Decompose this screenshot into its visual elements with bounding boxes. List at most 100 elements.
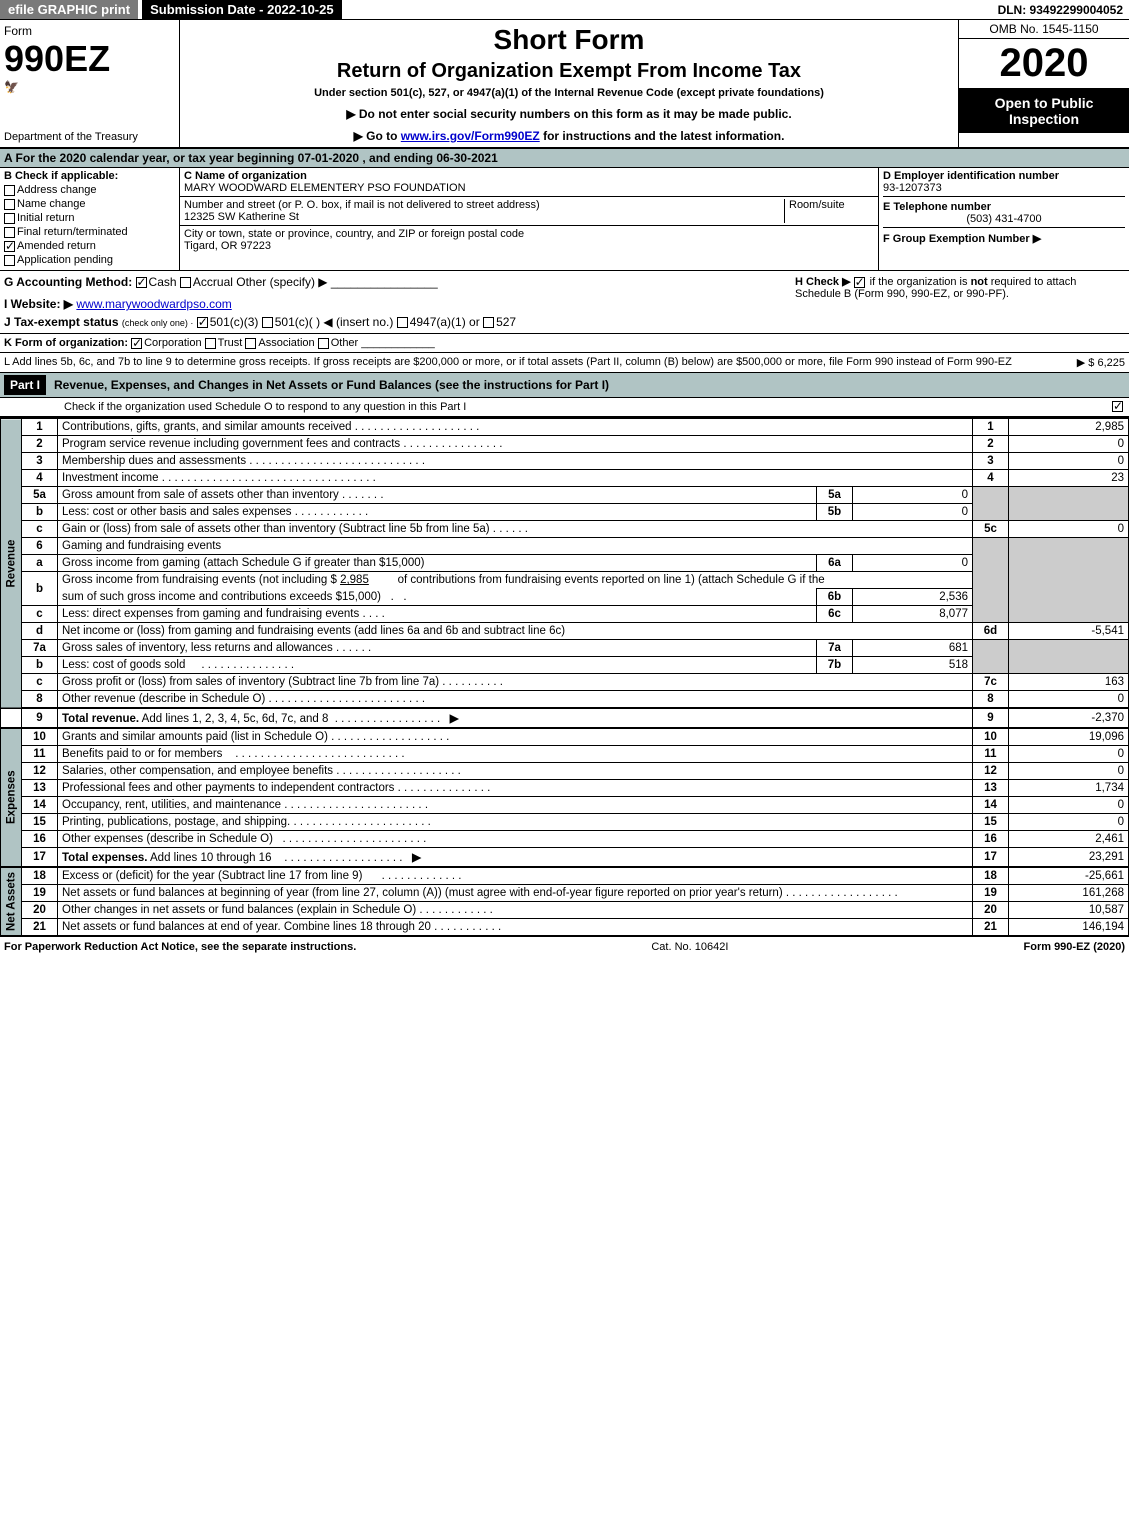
part-1-title: Revenue, Expenses, and Changes in Net As… [54,378,1125,392]
ein-value: 93-1207373 [883,182,942,194]
opt-trust: Trust [218,337,243,349]
line-21-desc: Net assets or fund balances at end of ye… [58,919,973,937]
line-7b-num: b [22,657,58,674]
line-10-num: 10 [22,728,58,746]
line-7ab-shade-amt [1009,640,1129,674]
section-h: H Check ▶ if the organization is not req… [795,275,1125,329]
dept-label: Department of the Treasury [4,131,175,143]
line-6b-sub: 6b [817,589,853,606]
line-6b-subamt: 2,536 [853,589,973,606]
line-12-num: 12 [22,763,58,780]
check-4947[interactable] [397,317,408,328]
line-20-desc: Other changes in net assets or fund bala… [58,902,973,919]
line-16-amount: 2,461 [1009,831,1129,848]
check-schedule-o[interactable] [1112,401,1123,412]
line-5ab-shade [973,487,1009,521]
line-6a-desc: Gross income from gaming (attach Schedul… [58,555,817,572]
line-12-amount: 0 [1009,763,1129,780]
check-final-return[interactable]: Final return/terminated [4,226,175,238]
check-application-pending[interactable]: Application pending [4,254,175,266]
check-association[interactable] [245,338,256,349]
line-4-ln: 4 [973,470,1009,487]
line-3-amount: 0 [1009,453,1129,470]
check-trust[interactable] [205,338,216,349]
top-bar: efile GRAPHIC print Submission Date - 20… [0,0,1129,20]
line-6a-num: a [22,555,58,572]
line-14-amount: 0 [1009,797,1129,814]
line-14-desc: Occupancy, rent, utilities, and maintena… [58,797,973,814]
line-11-num: 11 [22,746,58,763]
street-value: 12325 SW Katherine St [184,211,299,223]
section-b: B Check if applicable: Address change Na… [0,168,180,270]
line-6a-subamt: 0 [853,555,973,572]
part-1-table: Revenue 1 Contributions, gifts, grants, … [0,418,1129,937]
footer-cat-no: Cat. No. 10642I [356,941,1023,953]
line-7b-subamt: 518 [853,657,973,674]
under-section-note: Under section 501(c), 527, or 4947(a)(1)… [188,87,950,99]
line-18-num: 18 [22,867,58,885]
check-label: Address change [17,184,97,196]
check-cash[interactable] [136,277,147,288]
irs-link[interactable]: www.irs.gov/Form990EZ [401,129,540,143]
ein-label: D Employer identification number [883,170,1059,182]
website-link[interactable]: www.marywoodwardpso.com [76,297,231,311]
line-5a-subamt: 0 [853,487,973,504]
check-initial-return[interactable]: Initial return [4,212,175,224]
accounting-label: G Accounting Method: [4,275,132,289]
line-16-ln: 16 [973,831,1009,848]
check-schedule-b[interactable] [854,277,865,288]
line-10-ln: 10 [973,728,1009,746]
section-c: C Name of organization MARY WOODWARD ELE… [180,168,879,270]
opt-other: Other [331,337,359,349]
opt-corporation: Corporation [144,337,201,349]
phone-label: E Telephone number [883,201,991,213]
line-6-desc: Gaming and fundraising events [58,538,973,555]
line-10-desc: Grants and similar amounts paid (list in… [58,728,973,746]
line-5ab-shade-amt [1009,487,1129,521]
check-name-change[interactable]: Name change [4,198,175,210]
line-1-ln: 1 [973,419,1009,436]
opt-association: Association [258,337,314,349]
group-exemption-label: F Group Exemption Number ▶ [883,233,1041,245]
check-501c[interactable] [262,317,273,328]
line-14-ln: 14 [973,797,1009,814]
city-label: City or town, state or province, country… [184,228,524,240]
check-corporation[interactable] [131,338,142,349]
header-center: Short Form Return of Organization Exempt… [180,20,959,147]
block-bcd: B Check if applicable: Address change Na… [0,168,1129,271]
line-13-amount: 1,734 [1009,780,1129,797]
line-8-amount: 0 [1009,691,1129,709]
check-527[interactable] [483,317,494,328]
line-16-desc: Other expenses (describe in Schedule O) … [58,831,973,848]
part-1-check-text: Check if the organization used Schedule … [4,401,1112,413]
city-value: Tigard, OR 97223 [184,240,271,252]
line-11-ln: 11 [973,746,1009,763]
line-18-amount: -25,661 [1009,867,1129,885]
line-6d-num: d [22,623,58,640]
line-11-desc: Benefits paid to or for members . . . . … [58,746,973,763]
phone-value: (503) 431-4700 [883,213,1125,225]
line-1-desc: Contributions, gifts, grants, and simila… [58,419,973,436]
revenue-side-label: Revenue [1,419,22,709]
line-5b-num: b [22,504,58,521]
check-501c3[interactable] [197,317,208,328]
cash-label: Cash [149,275,177,289]
h-not: not [971,276,988,288]
line-20-num: 20 [22,902,58,919]
line-7a-subamt: 681 [853,640,973,657]
check-amended-return[interactable]: Amended return [4,240,175,252]
line-5c-amount: 0 [1009,521,1129,538]
line-7c-num: c [22,674,58,691]
line-6c-subamt: 8,077 [853,606,973,623]
h-label: H Check ▶ [795,276,851,288]
line-6-shade [973,538,1009,623]
submission-date-button[interactable]: Submission Date - 2022-10-25 [142,0,342,19]
line-9-desc: Total revenue. Add lines 1, 2, 3, 4, 5c,… [58,708,973,728]
part-1-label: Part I [4,375,46,395]
line-3-desc: Membership dues and assessments . . . . … [58,453,973,470]
efile-print-button[interactable]: efile GRAPHIC print [0,0,138,19]
org-name: MARY WOODWARD ELEMENTERY PSO FOUNDATION [184,182,466,194]
check-other-org[interactable] [318,338,329,349]
check-address-change[interactable]: Address change [4,184,175,196]
check-accrual[interactable] [180,277,191,288]
